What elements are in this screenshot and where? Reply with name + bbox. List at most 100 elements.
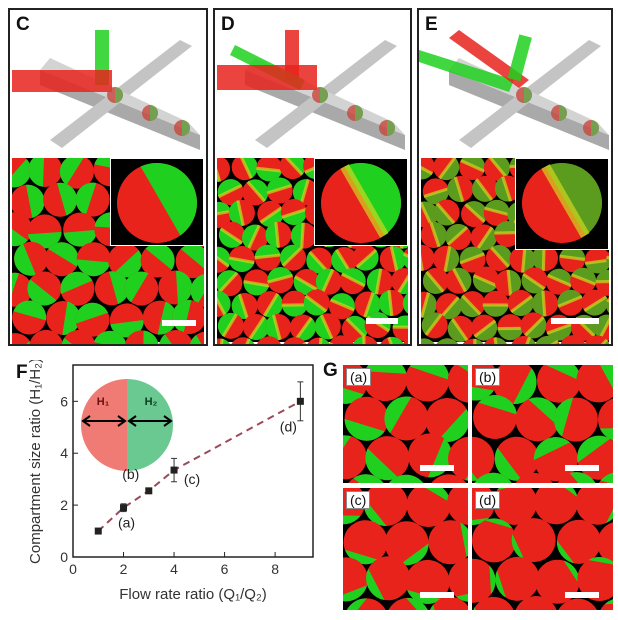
droplet <box>494 436 539 481</box>
droplet <box>495 269 522 296</box>
droplet <box>555 598 600 610</box>
droplet <box>421 312 448 339</box>
droplet <box>507 289 534 316</box>
x-axis-label: Flow rate ratio (Q₁/Q₂) <box>119 586 267 603</box>
droplet <box>459 291 486 318</box>
sub-panel: (b) <box>472 365 613 483</box>
droplet <box>243 269 270 296</box>
y-tick-label: 4 <box>60 445 68 461</box>
droplet <box>265 221 292 248</box>
droplet <box>532 290 559 317</box>
droplet <box>447 175 474 203</box>
panel-e: E <box>417 8 613 346</box>
droplet <box>344 598 389 610</box>
droplet <box>343 435 367 480</box>
droplet <box>577 556 613 601</box>
droplet <box>597 521 613 566</box>
droplet <box>532 245 559 272</box>
sub-panel-label: (b) <box>475 368 501 386</box>
droplet <box>428 520 468 565</box>
droplet <box>293 268 320 295</box>
droplet <box>158 330 193 344</box>
droplet <box>473 394 518 439</box>
droplet <box>448 436 468 481</box>
point-label: (c) <box>184 471 200 487</box>
droplet <box>575 488 613 525</box>
droplet <box>434 338 461 344</box>
droplet <box>556 519 601 564</box>
droplet <box>217 312 244 339</box>
droplet <box>379 336 406 344</box>
droplet <box>124 330 159 344</box>
droplet <box>546 268 573 295</box>
channel <box>449 70 609 150</box>
scale-bar <box>366 318 398 324</box>
droplet <box>61 329 96 344</box>
droplet <box>363 365 408 402</box>
droplet <box>472 558 496 603</box>
droplet <box>511 518 556 563</box>
inset-micrograph <box>515 158 609 250</box>
droplet <box>495 556 540 601</box>
droplet <box>354 291 381 318</box>
droplet <box>559 335 586 344</box>
droplet <box>12 272 32 307</box>
droplet <box>553 397 598 442</box>
droplet <box>459 158 486 181</box>
droplet <box>108 243 143 278</box>
droplet <box>321 163 401 243</box>
sub-panel: (a) <box>343 365 468 483</box>
droplet <box>554 472 599 483</box>
droplet <box>290 222 317 249</box>
sub-panel: (c) <box>343 488 468 610</box>
droplet <box>445 223 472 250</box>
droplet <box>217 201 232 228</box>
droplet <box>421 221 447 249</box>
droplet <box>279 158 306 180</box>
panel-c: C <box>8 8 208 346</box>
droplet <box>265 313 292 341</box>
data-point <box>145 487 153 495</box>
y-tick-label: 0 <box>60 549 68 565</box>
droplet <box>94 271 129 306</box>
droplet <box>44 242 79 277</box>
droplet <box>570 267 597 294</box>
droplet <box>433 245 460 273</box>
droplet <box>331 247 358 274</box>
droplet <box>14 241 49 276</box>
inset-micrograph <box>314 158 408 246</box>
droplet <box>425 397 468 442</box>
droplet <box>472 266 499 293</box>
droplet <box>366 556 411 601</box>
panel-d: D <box>213 8 412 346</box>
droplet <box>422 267 449 294</box>
droplet <box>266 177 293 204</box>
droplet <box>595 472 613 483</box>
droplet <box>29 329 64 344</box>
droplet <box>470 224 497 251</box>
droplet <box>117 163 197 243</box>
droplet <box>514 595 559 610</box>
droplet <box>581 289 608 316</box>
droplet <box>472 596 516 610</box>
channel-illustration <box>419 30 609 150</box>
droplet <box>229 337 256 344</box>
sub-panel-label: (d) <box>475 491 501 509</box>
scale-bar <box>551 318 599 324</box>
droplet <box>392 315 408 342</box>
droplet <box>386 597 431 610</box>
droplet <box>76 242 111 277</box>
droplet <box>46 301 81 336</box>
droplet <box>231 158 258 181</box>
droplet <box>189 331 204 344</box>
micrograph <box>217 158 408 344</box>
droplet <box>472 175 499 202</box>
droplet <box>483 199 510 226</box>
droplet <box>92 330 127 344</box>
droplet <box>280 198 307 225</box>
droplet <box>379 245 406 273</box>
droplet <box>217 270 243 297</box>
droplet <box>217 290 231 317</box>
droplet <box>257 200 284 227</box>
droplet <box>461 201 488 228</box>
